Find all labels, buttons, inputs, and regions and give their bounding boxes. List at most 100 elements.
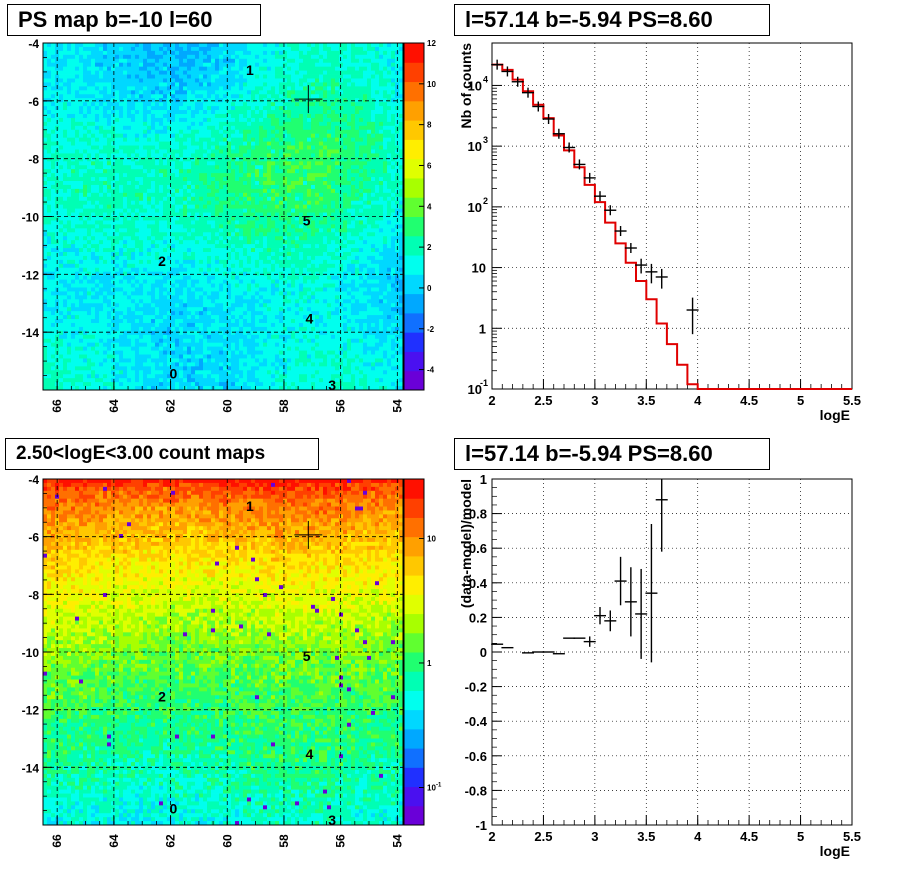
y-tick-label: -6 — [28, 95, 39, 109]
y-tick-label: 10 — [468, 382, 482, 397]
y-tick-label: -14 — [22, 326, 40, 340]
y-tick-exponent: -1 — [480, 378, 488, 388]
heatmap-cells — [43, 479, 404, 826]
x-tick-label: 58 — [277, 834, 291, 848]
y-tick-label: 1 — [480, 472, 487, 487]
colorbar-frame — [403, 42, 425, 391]
region-label: 3 — [328, 377, 336, 393]
colorbar-tick-label: 12 — [427, 39, 436, 48]
colorbar-cell — [404, 100, 424, 121]
colorbar-tick-label: 4 — [427, 202, 432, 211]
colorbar-cell — [404, 177, 424, 198]
count-map-title: 2.50<logE<3.00 count maps — [5, 438, 319, 470]
colorbar-cell — [404, 748, 424, 768]
y-tick-label: 10 — [468, 200, 482, 215]
plot-frame — [491, 478, 853, 826]
colorbar-tick-exponent: -1 — [436, 783, 442, 789]
region-label: 2 — [158, 688, 166, 704]
region-label: 1 — [246, 62, 254, 78]
colorbar-cell — [404, 498, 424, 518]
y-tick-exponent: 3 — [483, 135, 488, 145]
count-map-plot: 66 64 62 60 58 56 54 -4 -6 -8 -10 -12 -14 1 5 2 4 0 3 10 1 10… — [22, 473, 442, 848]
colorbar-cell — [404, 197, 424, 217]
colorbar-cell — [404, 139, 424, 160]
colorbar-cell — [404, 370, 424, 391]
y-tick-label: -4 — [28, 37, 39, 51]
colorbar-cell — [404, 805, 424, 826]
colorbar-tick-label: 10 — [427, 80, 436, 89]
y-tick-label: 0.2 — [469, 610, 487, 625]
x-tick-label: 2 — [488, 393, 495, 408]
colorbar-tick-label: 1 — [427, 659, 432, 668]
colorbar-cell — [404, 594, 424, 615]
x-tick-label: 54 — [390, 399, 404, 413]
colorbar-cell — [404, 81, 424, 102]
x-tick-label: 62 — [164, 399, 178, 413]
x-tick-label: 58 — [277, 399, 291, 413]
heatmap-cells — [43, 43, 404, 391]
x-tick-label: 66 — [50, 834, 64, 848]
ps-map-panel: PS map b=-10 l=60 66 64 62 60 58 56 54 -4 -6 -8 -1… — [0, 0, 449, 435]
y-tick-label: -12 — [22, 268, 40, 282]
x-tick-label: 4.5 — [740, 393, 758, 408]
y-tick-label: 0.6 — [469, 541, 487, 556]
region-label: 1 — [246, 498, 254, 514]
y-tick-label: -0.6 — [465, 749, 487, 764]
region-label: 5 — [303, 212, 311, 228]
region-label: 0 — [169, 801, 177, 817]
residual-panel: l=57.14 b=-5.94 PS=8.60 1 0.8 0.6 0.4 0.2 0 -0… — [449, 435, 898, 871]
y-tick-label: -6 — [28, 531, 39, 545]
residual-title: l=57.14 b=-5.94 PS=8.60 — [454, 438, 770, 470]
y-tick-label: 0.8 — [469, 507, 487, 522]
colorbar-tick-label: 8 — [427, 121, 432, 130]
region-label: 5 — [303, 648, 311, 664]
y-tick-label: -0.4 — [465, 714, 488, 729]
x-axis-label: logE — [820, 843, 850, 859]
colorbar-cell — [404, 216, 424, 237]
y-tick-label: -1 — [475, 818, 487, 833]
x-tick-label: 4.5 — [740, 829, 758, 844]
colorbar-cell — [404, 767, 424, 788]
x-tick-label: 5 — [797, 393, 804, 408]
colorbar-cell — [404, 613, 424, 634]
x-tick-label: 62 — [164, 834, 178, 848]
ps-map-plot: 66 64 62 60 58 56 54-4-6-8-10-12-1415240312108… — [22, 37, 437, 413]
x-tick-label: 60 — [220, 834, 234, 848]
colorbar-cell — [404, 62, 424, 83]
y-tick-label: 0 — [480, 645, 487, 660]
ps-map-title: PS map b=-10 l=60 — [7, 4, 261, 36]
x-tick-label: 2.5 — [534, 829, 552, 844]
region-label: 4 — [306, 746, 314, 762]
colorbar-cell — [404, 786, 424, 807]
colorbar-cell — [404, 575, 424, 595]
colorbar-cell — [404, 479, 424, 499]
y-tick-label: 0.4 — [469, 576, 488, 591]
count-map-panel: 2.50<logE<3.00 count maps 66 64 62 60 58 56 54… — [0, 435, 449, 871]
x-tick-label: 64 — [107, 834, 121, 848]
y-tick-label: -14 — [22, 761, 40, 775]
colorbar-tick-label: -4 — [427, 366, 435, 375]
x-tick-label: 5.5 — [843, 829, 861, 844]
colorbar-cell — [404, 351, 424, 372]
residual-plot: 1 0.8 0.6 0.4 0.2 0 -0.2 -0.4 -0.6 -0.8 -12 2.5 3 3.5… — [458, 472, 861, 859]
x-tick-label: 56 — [334, 399, 348, 413]
plot-frame — [42, 42, 404, 391]
colorbar-cell — [404, 517, 424, 538]
colorbar-cell — [404, 312, 424, 333]
colorbar-cell — [404, 332, 424, 352]
colorbar-cell — [404, 728, 424, 749]
x-tick-label: 66 — [50, 399, 64, 413]
colorbar-cell — [404, 555, 424, 576]
y-tick-label: 10 — [468, 139, 482, 154]
x-tick-label: 2.5 — [534, 393, 552, 408]
y-axis-label: (data-model)/model — [458, 479, 474, 608]
y-tick-exponent: 4 — [483, 74, 488, 84]
y-tick-label: -12 — [22, 704, 40, 718]
colorbar-cell — [404, 235, 424, 256]
y-tick-label: -8 — [28, 588, 39, 602]
x-axis-label: logE — [820, 407, 850, 423]
y-tick-label: -8 — [28, 153, 39, 167]
x-tick-label: 60 — [220, 399, 234, 413]
colorbar-tick-label: 6 — [427, 161, 432, 170]
x-tick-label: 5.5 — [843, 393, 861, 408]
